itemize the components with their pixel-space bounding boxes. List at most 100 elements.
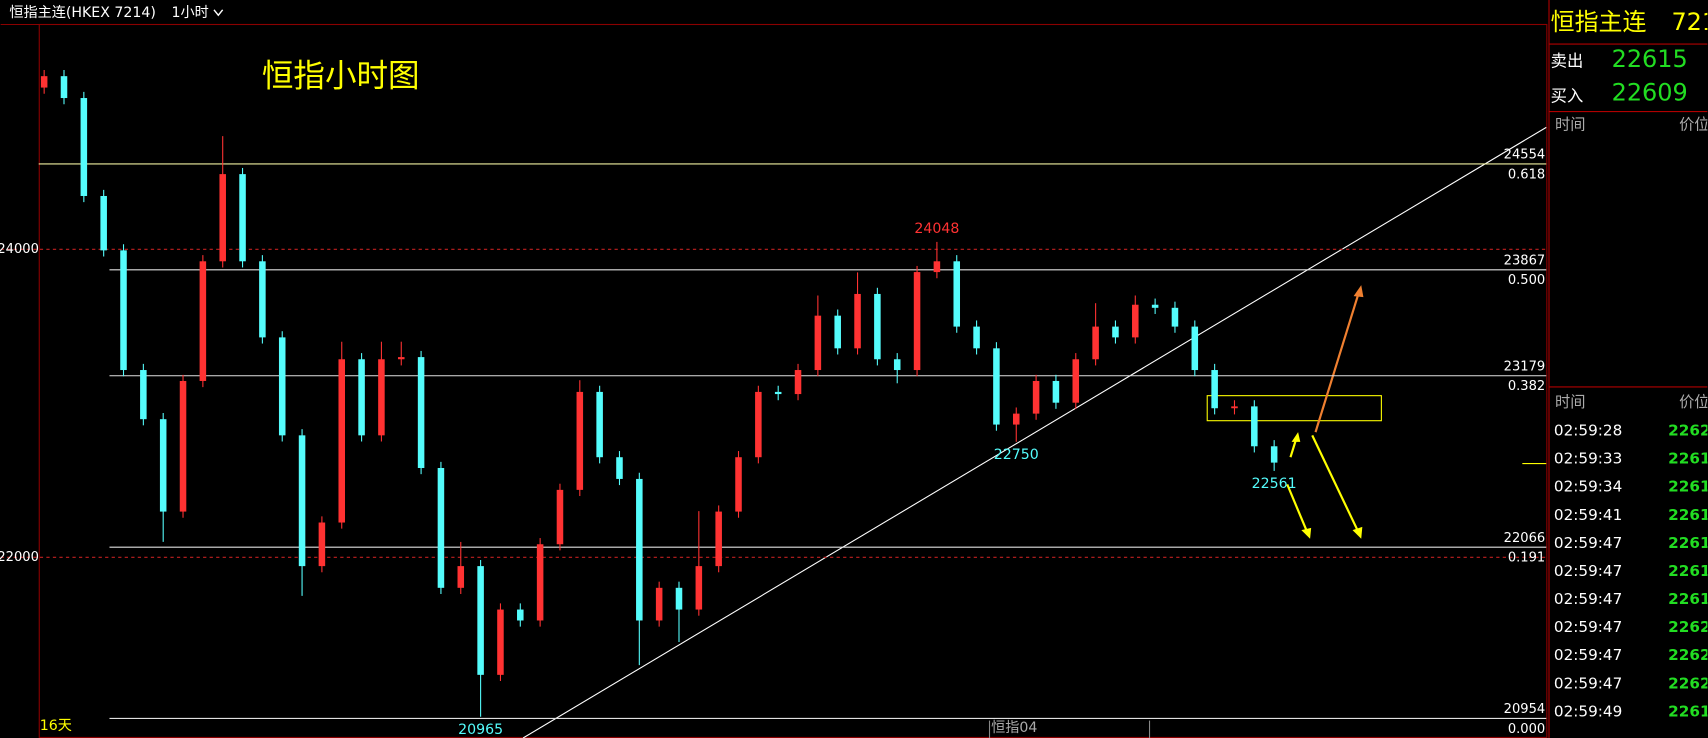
- candle-body: [755, 391, 762, 458]
- trade-time: 02:59:47: [1554, 646, 1622, 664]
- column-header: 时间: [1555, 393, 1585, 411]
- low-label: 20965: [458, 722, 503, 738]
- arrow-head: [1301, 527, 1312, 539]
- candle-body: [517, 609, 524, 621]
- candle-body: [278, 337, 286, 436]
- trade-price: 22620: [1668, 618, 1708, 636]
- candle-body: [1211, 370, 1218, 409]
- trade-time: 02:59:47: [1554, 618, 1622, 636]
- sell-label: 卖出: [1551, 52, 1584, 71]
- sell-price: 22615: [1612, 45, 1688, 73]
- candle-body: [536, 544, 544, 621]
- candle-body: [1092, 326, 1099, 360]
- trade-time: 02:59:47: [1554, 590, 1622, 608]
- trade-price: 22620: [1668, 646, 1708, 664]
- y-tick-label: 22000: [0, 550, 39, 565]
- candle-body: [417, 357, 425, 468]
- trade-price: 22620: [1668, 422, 1708, 440]
- candle-body: [893, 359, 901, 371]
- level-ratio: 0.500: [1508, 273, 1545, 288]
- candle-body: [794, 370, 802, 395]
- instrument-label[interactable]: 恒指主连(HKEX 7214): [9, 5, 156, 21]
- candle-body: [814, 315, 822, 371]
- low-label: 22750: [994, 447, 1039, 463]
- candle-body: [477, 566, 484, 675]
- candle-body: [437, 467, 445, 588]
- trade-price: 22625: [1668, 674, 1708, 692]
- candle-body: [715, 511, 722, 567]
- candle-body: [953, 261, 961, 327]
- arrow-up: [1289, 439, 1297, 458]
- quote-panel: 恒指主连 7214 卖出 22615 买入 22609 时间 价位 时间 价位 …: [1551, 8, 1708, 721]
- candle-body: [100, 195, 107, 251]
- candle-body: [636, 478, 643, 621]
- arrow-head: [1352, 526, 1363, 539]
- candle-body: [1132, 304, 1139, 338]
- candle-body: [1112, 326, 1119, 338]
- candle-body: [140, 370, 147, 420]
- interval-label[interactable]: 1小时: [172, 5, 209, 21]
- chart-title: 恒指小时图: [262, 58, 420, 94]
- level-ratio: 0.382: [1508, 379, 1545, 394]
- contract-label: 恒指04: [991, 720, 1037, 736]
- level-ratio: 0.618: [1508, 167, 1545, 182]
- candle-body: [576, 391, 584, 490]
- trade-time: 02:59:28: [1554, 422, 1622, 440]
- candle-body: [259, 261, 266, 338]
- candle-body: [874, 293, 881, 360]
- candle-body: [973, 326, 980, 349]
- low-label: 22561: [1252, 476, 1297, 492]
- high-label: 24048: [914, 221, 959, 237]
- column-header: 价位: [1679, 393, 1708, 411]
- arrow-head: [1291, 432, 1301, 442]
- period-label: 16天: [40, 718, 72, 734]
- candle-body: [735, 457, 742, 512]
- arrow-head: [1353, 285, 1364, 298]
- trade-time: 02:59:47: [1554, 674, 1622, 692]
- candle-body: [497, 609, 504, 675]
- candle-body: [834, 315, 841, 349]
- candle-body: [199, 261, 207, 381]
- arrow-up: [1314, 291, 1361, 433]
- quote-code: 7214: [1671, 8, 1708, 36]
- candle-body: [358, 359, 365, 436]
- candle-body: [1270, 446, 1278, 463]
- trade-list: 02:59:28 22620 02:59:33 22618 02:59:34 22617 0…: [1554, 422, 1708, 721]
- trade-price: 22612: [1668, 534, 1708, 552]
- candle-body: [338, 359, 346, 523]
- candle-body: [179, 380, 187, 512]
- candle-body: [457, 566, 465, 588]
- y-tick-label: 24000: [0, 242, 39, 257]
- candle-body: [596, 391, 603, 458]
- trade-price: 22611: [1668, 702, 1708, 720]
- trade-time: 02:59:33: [1554, 450, 1622, 468]
- trade-time: 02:59:47: [1554, 534, 1622, 552]
- buy-label: 买入: [1551, 86, 1584, 105]
- candle-body: [159, 419, 167, 512]
- candle-body: [1151, 304, 1159, 308]
- trade-price: 22610: [1668, 562, 1708, 580]
- candle-body: [397, 357, 405, 360]
- interval-dropdown[interactable]: [213, 9, 224, 17]
- candle-body: [1012, 413, 1020, 425]
- trade-price: 22618: [1668, 450, 1708, 468]
- candle-body: [239, 174, 246, 262]
- trade-price: 22618: [1668, 590, 1708, 608]
- candle-body: [378, 359, 385, 436]
- level-ratio: 0.000: [1508, 722, 1545, 737]
- candle-body: [556, 489, 564, 545]
- trade-price: 22615: [1668, 506, 1708, 524]
- buy-price: 22609: [1612, 79, 1688, 107]
- candle-body: [774, 391, 782, 395]
- candle-body: [318, 522, 326, 567]
- level-price: 24554: [1504, 148, 1546, 163]
- level-price: 23867: [1504, 254, 1546, 269]
- candle-body: [120, 250, 127, 371]
- candle-body: [993, 348, 1000, 425]
- candle-body: [80, 98, 88, 196]
- candle-body: [854, 293, 861, 349]
- trade-time: 02:59:49: [1554, 702, 1622, 720]
